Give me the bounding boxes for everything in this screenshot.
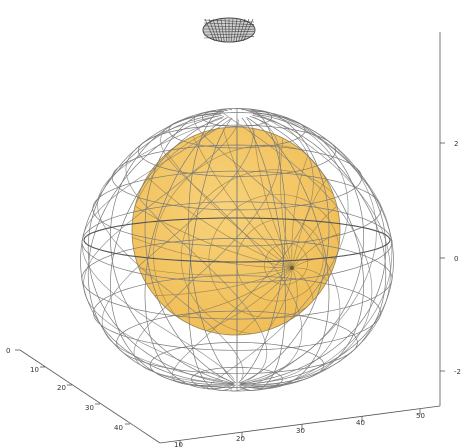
left-depth-axis bbox=[19, 349, 161, 444]
shell-diagonal bbox=[234, 108, 391, 389]
top-cap-mesh-line bbox=[203, 19, 255, 23]
yolk-meridian bbox=[291, 230, 340, 269]
right-tick-label: -2 bbox=[454, 368, 461, 376]
right-axis-ticks: 2 0 -2 bbox=[440, 140, 461, 376]
top-cap-mesh-line bbox=[204, 18, 215, 42]
bottom-tick-label: 30 bbox=[296, 427, 305, 435]
shell-parallel bbox=[149, 342, 325, 388]
shell-diagonal bbox=[83, 119, 240, 381]
top-cap-mesh-line bbox=[203, 22, 255, 25]
left-tick-label: 20 bbox=[57, 384, 66, 392]
yolk-meridian bbox=[218, 127, 293, 269]
left-tick-label: 0 bbox=[6, 347, 10, 355]
yolk-meridian bbox=[185, 127, 293, 269]
right-tick-label: 0 bbox=[454, 255, 458, 263]
top-cap-mesh-line bbox=[238, 18, 246, 42]
shell-diagonal bbox=[206, 112, 349, 390]
bottom-axis-ticks: 10 20 30 40 50 bbox=[174, 409, 425, 448]
shell-diagonal bbox=[239, 108, 393, 391]
yolk-pole-point bbox=[290, 266, 294, 270]
left-tick-label: 10 bbox=[30, 366, 39, 374]
yolk-meridian bbox=[252, 267, 293, 335]
top-cap-mesh-line bbox=[203, 36, 255, 39]
top-cap-mesh-line bbox=[235, 18, 242, 42]
top-cap-mesh-line bbox=[243, 18, 254, 42]
shell-diagonal bbox=[101, 118, 254, 382]
left-axis-ticks: 0 10 20 30 40 bbox=[6, 347, 130, 432]
yolk-meridian bbox=[291, 196, 340, 269]
shell-diagonal bbox=[194, 111, 341, 384]
yolk-sphere-body bbox=[131, 126, 341, 336]
shell-diagonal bbox=[81, 119, 235, 380]
left-tick-label: 40 bbox=[114, 424, 123, 432]
top-cap-mesh-line bbox=[233, 18, 238, 42]
shell-diagonal bbox=[125, 115, 268, 381]
yolk-meridian bbox=[135, 166, 293, 269]
right-tick-label: 2 bbox=[454, 140, 458, 148]
shell-parallel bbox=[81, 238, 393, 320]
shell-parallel bbox=[93, 275, 381, 351]
shell-diagonal bbox=[133, 116, 280, 384]
egg-shell-wireframe bbox=[80, 17, 394, 392]
shell-diagonal bbox=[171, 114, 314, 386]
shell-top-cap bbox=[202, 17, 256, 43]
top-cap-mesh-line bbox=[203, 33, 255, 36]
bottom-tick-label: 40 bbox=[356, 419, 365, 427]
shell-diagonal bbox=[220, 108, 373, 386]
top-cap-mesh-line bbox=[203, 25, 255, 28]
bottom-x-axis bbox=[159, 405, 441, 444]
shell-parallel bbox=[116, 310, 358, 375]
yolk-meridian bbox=[135, 267, 293, 297]
yolk-parallel bbox=[263, 243, 309, 285]
shell-parallel bbox=[111, 144, 363, 211]
axes: 0 10 20 30 40 10 20 30 40 50 2 0 -2 bbox=[6, 32, 461, 448]
top-cap-mesh-line bbox=[240, 18, 250, 42]
yolk-parallel bbox=[153, 144, 340, 335]
shell-parallel bbox=[191, 366, 283, 392]
shell-diagonal bbox=[160, 113, 303, 383]
left-tick-label: 30 bbox=[85, 404, 94, 412]
yolk-meridian bbox=[252, 127, 293, 269]
shell-equator-ring bbox=[83, 217, 391, 263]
bottom-tick-label: 10 bbox=[174, 441, 183, 448]
yolk-parallel bbox=[208, 193, 340, 319]
yolk-meridian bbox=[218, 267, 293, 335]
bottom-tick-label: 20 bbox=[236, 435, 245, 443]
yolk-parallel bbox=[236, 218, 324, 302]
yolk-meridian bbox=[132, 230, 293, 269]
shell-diagonal bbox=[230, 110, 377, 392]
bottom-tick-label: 50 bbox=[416, 412, 425, 420]
shell-diagonal bbox=[97, 117, 244, 380]
